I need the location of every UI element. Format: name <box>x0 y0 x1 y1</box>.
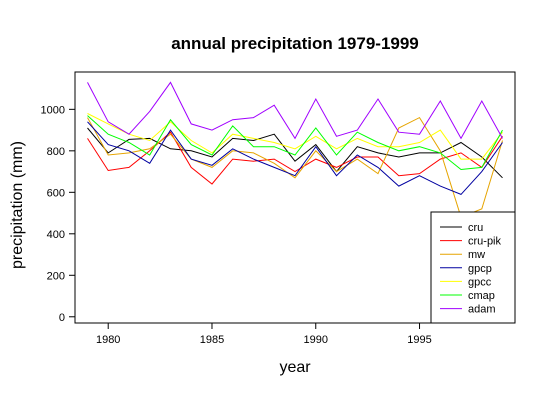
series-line-cmap <box>87 115 503 171</box>
y-tick-label: 600 <box>47 187 65 199</box>
legend-label-adam: adam <box>468 304 496 316</box>
y-tick-label: 0 <box>59 312 65 324</box>
series-layer <box>87 81 503 218</box>
x-axis-title: year <box>279 359 311 376</box>
y-axis: 0 200 400 600 800 1000 <box>41 104 75 324</box>
x-tick-label: 1985 <box>200 334 224 346</box>
legend-box <box>430 211 516 324</box>
legend-label-gpcp: gpcp <box>468 263 492 275</box>
series-line-gpcp <box>87 121 503 195</box>
x-tick-label: 1990 <box>304 334 328 346</box>
legend-label-cru: cru <box>468 222 483 234</box>
x-tick-label: 1995 <box>407 334 431 346</box>
y-tick-label: 200 <box>47 270 65 282</box>
x-tick-label: 1980 <box>96 334 120 346</box>
series-line-cru-pik <box>87 131 503 185</box>
legend-label-mw: mw <box>468 249 485 261</box>
plot-frame <box>74 71 516 324</box>
x-axis: 1980 1985 1990 1995 <box>96 323 432 346</box>
y-tick-label: 800 <box>47 146 65 158</box>
legend-label-cmap: cmap <box>468 290 495 302</box>
series-line-adam <box>87 81 503 140</box>
series-line-cru <box>87 127 503 179</box>
legend-label-gpcc: gpcc <box>468 276 492 288</box>
y-tick-label: 400 <box>47 229 65 241</box>
legend-label-cru-pik: cru-pik <box>468 236 502 248</box>
y-tick-label: 1000 <box>41 104 65 116</box>
series-line-gpcc <box>87 113 503 160</box>
chart-title: annual precipitation 1979-1999 <box>171 34 419 53</box>
y-axis-title: precipitation (mm) <box>9 141 26 269</box>
